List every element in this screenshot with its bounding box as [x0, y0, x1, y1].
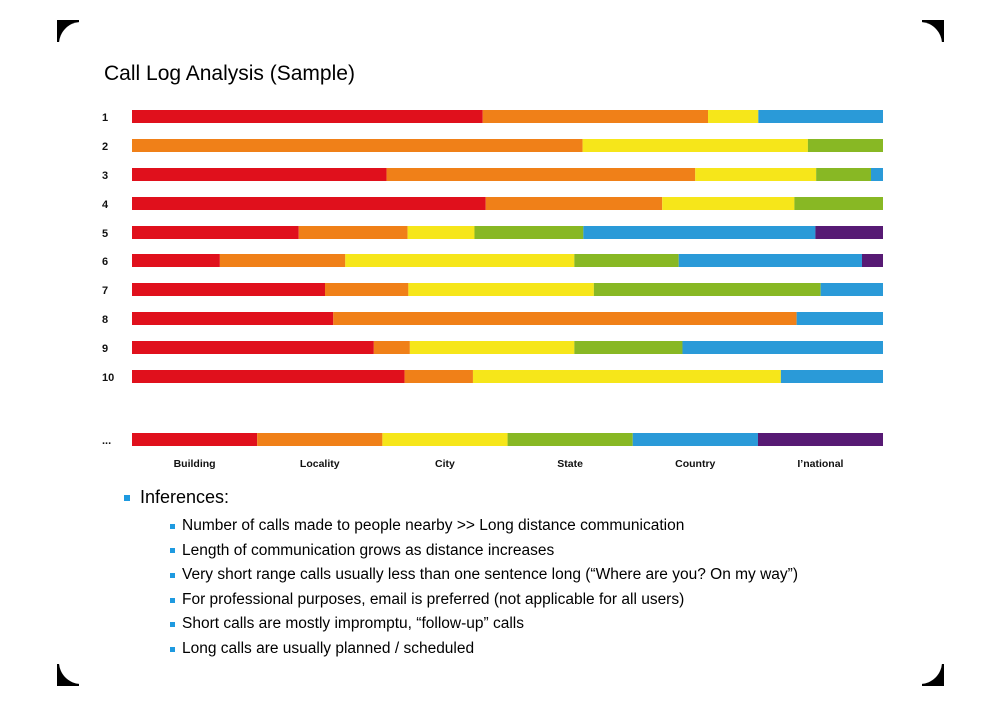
row-label: 5	[102, 228, 108, 240]
bar-segment	[298, 226, 408, 239]
inferences-heading: Inferences:	[124, 487, 798, 508]
bar-segment	[257, 433, 383, 446]
bullet-icon	[170, 646, 175, 652]
bullet-icon	[170, 523, 175, 529]
bar-segment	[472, 370, 781, 383]
inference-item: Very short range calls usually less than…	[170, 563, 798, 588]
row-label: 10	[102, 372, 114, 384]
bar-segment	[794, 197, 883, 210]
inferences-list: Number of calls made to people nearby >>…	[170, 514, 798, 662]
category-label: State	[557, 458, 583, 470]
bar-segment	[132, 283, 326, 296]
bar-segment	[807, 139, 883, 152]
bar-segment	[574, 341, 683, 354]
bullet-icon	[170, 548, 175, 554]
bar-segment	[870, 168, 883, 181]
bar-segment	[333, 312, 797, 325]
row-label: 1	[102, 112, 108, 124]
inferences-section: Inferences: Number of calls made to peop…	[124, 487, 798, 662]
bar-segment	[815, 226, 883, 239]
bar-segment	[682, 341, 883, 354]
bar-segment	[345, 254, 575, 267]
bar-segment	[373, 341, 410, 354]
bar-segment	[861, 254, 883, 267]
bar-segment	[593, 283, 821, 296]
bar-segment	[507, 433, 633, 446]
inferences-heading-label: Inferences:	[140, 487, 230, 507]
row-label: 8	[102, 314, 108, 326]
bullet-icon	[170, 597, 175, 603]
bar-segment	[662, 197, 795, 210]
bar-segment	[219, 254, 346, 267]
bar-segment	[132, 226, 299, 239]
stacked-bar-chart: 1 2 3 4 5 6 7 8 9 10... Building Locality City State C…	[102, 110, 883, 470]
bar-segment	[407, 226, 475, 239]
bar-segment	[582, 139, 808, 152]
row-label: ...	[102, 435, 111, 447]
bar-segment	[695, 168, 817, 181]
inference-text: Number of calls made to people nearby >>…	[182, 517, 685, 534]
inference-item: For professional purposes, email is pref…	[170, 588, 798, 613]
bar-segment	[474, 226, 584, 239]
bar-segment	[132, 370, 405, 383]
bar-segment	[708, 110, 759, 123]
row-label: 6	[102, 256, 108, 268]
bar-segment	[132, 197, 486, 210]
category-label: Building	[174, 458, 216, 470]
bar-segment	[482, 110, 709, 123]
bar-segment	[132, 168, 387, 181]
bullet-icon	[124, 494, 130, 501]
bar-segment	[408, 283, 594, 296]
corner-mark-bottom-right	[922, 664, 944, 686]
category-label: Locality	[300, 458, 340, 470]
inference-text: Length of communication grows as distanc…	[182, 541, 555, 559]
bar-segment	[132, 139, 583, 152]
bar-segment	[758, 110, 883, 123]
bar-segment	[574, 254, 679, 267]
inference-item: Short calls are mostly impromptu, “follo…	[170, 612, 798, 637]
bar-segment	[409, 341, 575, 354]
bar-segment	[325, 283, 409, 296]
bullet-icon	[170, 622, 175, 628]
bar-segment	[757, 433, 883, 446]
bar-segment	[132, 433, 258, 446]
inference-text: Long calls are usually planned / schedul…	[182, 639, 475, 657]
category-label: City	[435, 458, 455, 470]
bar-segment	[404, 370, 473, 383]
category-label: Country	[675, 458, 715, 470]
corner-mark-bottom-left	[57, 664, 79, 686]
bar-segment	[816, 168, 871, 181]
bar-segment	[132, 110, 483, 123]
bar-segment	[583, 226, 816, 239]
bar-segment	[632, 433, 758, 446]
inference-item: Long calls are usually planned / schedul…	[170, 637, 798, 662]
row-label: 2	[102, 141, 108, 153]
bar-segment	[132, 254, 220, 267]
inference-text: Short calls are mostly impromptu, “follo…	[182, 615, 524, 633]
inference-text: Very short range calls usually less than…	[182, 566, 798, 584]
row-label: 9	[102, 343, 108, 355]
row-label: 7	[102, 285, 108, 297]
row-label: 3	[102, 170, 108, 182]
row-label: 4	[102, 199, 109, 211]
bar-segment	[132, 341, 374, 354]
bar-segment	[796, 312, 883, 325]
bar-segment	[382, 433, 508, 446]
inference-item: Number of calls made to people nearby >>…	[170, 514, 798, 539]
bar-segment	[780, 370, 883, 383]
bar-segment	[485, 197, 663, 210]
inference-text: For professional purposes, email is pref…	[182, 590, 685, 608]
slide-title: Call Log Analysis (Sample)	[104, 62, 355, 85]
bar-segment	[820, 283, 883, 296]
bar-segment	[132, 312, 334, 325]
category-label: I’national	[797, 458, 843, 470]
bar-segment	[678, 254, 862, 267]
inference-item: Length of communication grows as distanc…	[170, 539, 798, 564]
bullet-icon	[170, 572, 175, 578]
bar-segment	[386, 168, 696, 181]
